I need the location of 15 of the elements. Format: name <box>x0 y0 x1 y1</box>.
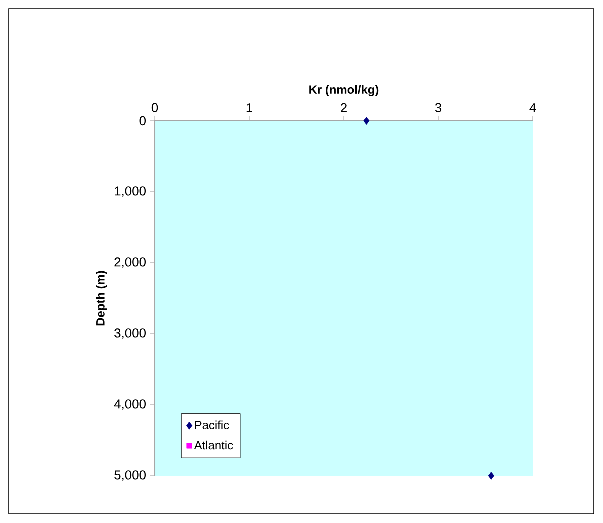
legend-label: Atlantic <box>194 440 234 450</box>
y-tick-label: 1,000 <box>115 186 146 198</box>
y-tick-label: 2,000 <box>114 258 146 268</box>
y-tick-label: 5,000 <box>114 470 146 482</box>
y-tick-label: 3,000 <box>114 328 146 340</box>
x-tick-label: 2 <box>341 103 347 112</box>
legend-label: Pacific <box>195 420 230 430</box>
y-tick-label: 4,000 <box>114 400 146 410</box>
y-tick-label: 0 <box>140 116 146 126</box>
x-tick-label: 3 <box>435 103 442 112</box>
x-axis-title: Kr (nmol/kg) <box>310 85 379 96</box>
x-tick-label: 4 <box>530 104 536 112</box>
x-tick-label: 1 <box>246 104 252 112</box>
x-tick-label: 0 <box>152 103 158 112</box>
y-axis-title: Depth (m) <box>96 271 108 326</box>
